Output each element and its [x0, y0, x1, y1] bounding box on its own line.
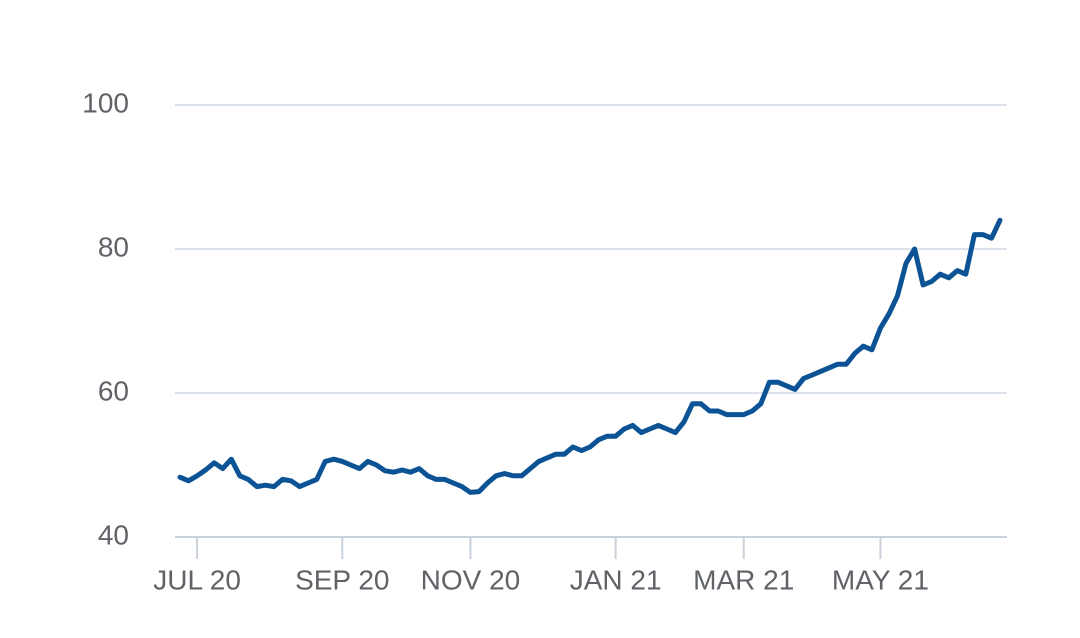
x-tick-label: MAY 21 — [832, 564, 929, 595]
x-tick-label: SEP 20 — [295, 564, 389, 595]
x-tick-label: JUL 20 — [153, 564, 241, 595]
x-tick-label: JAN 21 — [570, 564, 662, 595]
y-tick-label: 80 — [98, 231, 129, 262]
y-tick-label: 60 — [98, 375, 129, 406]
x-tick-label: NOV 20 — [421, 564, 521, 595]
data-line — [177, 217, 1003, 495]
y-tick-label: 40 — [98, 519, 129, 550]
y-tick-label: 100 — [82, 87, 129, 118]
x-tick-label: MAR 21 — [693, 564, 794, 595]
